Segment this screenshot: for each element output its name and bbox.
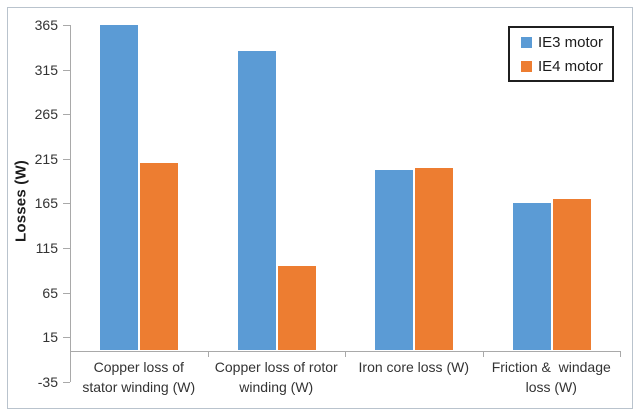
y-tick-label: 115 <box>35 239 58 256</box>
category-label: Friction & windage loss (W) <box>491 359 611 395</box>
x-tick-mark <box>207 350 209 357</box>
y-axis-line <box>70 24 71 382</box>
bar-ie3-cat3 <box>512 203 551 351</box>
category-label: Copper loss of rotor winding (W) <box>214 359 338 395</box>
x-tick-mark <box>70 350 71 357</box>
y-tick-label: -35 <box>37 373 58 390</box>
y-tick-label: 365 <box>34 16 58 33</box>
y-tick-mark <box>63 114 70 116</box>
bar-ie4-cat2 <box>415 167 454 351</box>
y-tick-mark <box>63 381 70 383</box>
legend-label-ie4: IE4 motor <box>538 57 604 75</box>
y-tick-mark <box>63 292 70 294</box>
bar-ie3-cat0 <box>100 24 139 351</box>
x-tick-mark <box>345 350 346 357</box>
bar-ie4-cat1 <box>277 265 316 351</box>
ie4-series-swatch-icon <box>521 60 532 72</box>
y-tick-label: 265 <box>34 106 58 123</box>
y-tick-mark <box>63 247 70 249</box>
x-tick-mark <box>620 350 621 357</box>
y-tick-mark <box>63 158 70 160</box>
category-label: Iron core loss (W) <box>358 359 469 375</box>
bar-ie3-cat1 <box>237 50 276 351</box>
y-tick-mark <box>63 337 70 339</box>
chart-frame <box>7 7 633 409</box>
legend: IE3 motor IE4 motor <box>508 26 614 82</box>
y-tick-label: 315 <box>34 61 58 78</box>
legend-item-ie4: IE4 motor <box>521 58 612 75</box>
y-tick-label: 15 <box>42 329 58 346</box>
y-tick-mark <box>63 203 70 205</box>
legend-label-ie3: IE3 motor <box>538 33 604 51</box>
y-tick-label: 215 <box>34 150 58 167</box>
y-tick-mark <box>63 69 70 71</box>
y-tick-label: 165 <box>34 195 58 212</box>
y-tick-label: 65 <box>42 284 58 301</box>
bar-ie4-cat3 <box>552 198 591 351</box>
ie3-series-swatch-icon <box>521 36 532 48</box>
category-label: Copper loss of stator winding (W) <box>82 359 196 395</box>
legend-item-ie3: IE3 motor <box>521 34 612 51</box>
bar-ie4-cat0 <box>140 163 179 351</box>
bar-ie3-cat2 <box>375 170 414 351</box>
x-tick-mark <box>482 350 484 357</box>
y-tick-mark <box>63 24 70 26</box>
